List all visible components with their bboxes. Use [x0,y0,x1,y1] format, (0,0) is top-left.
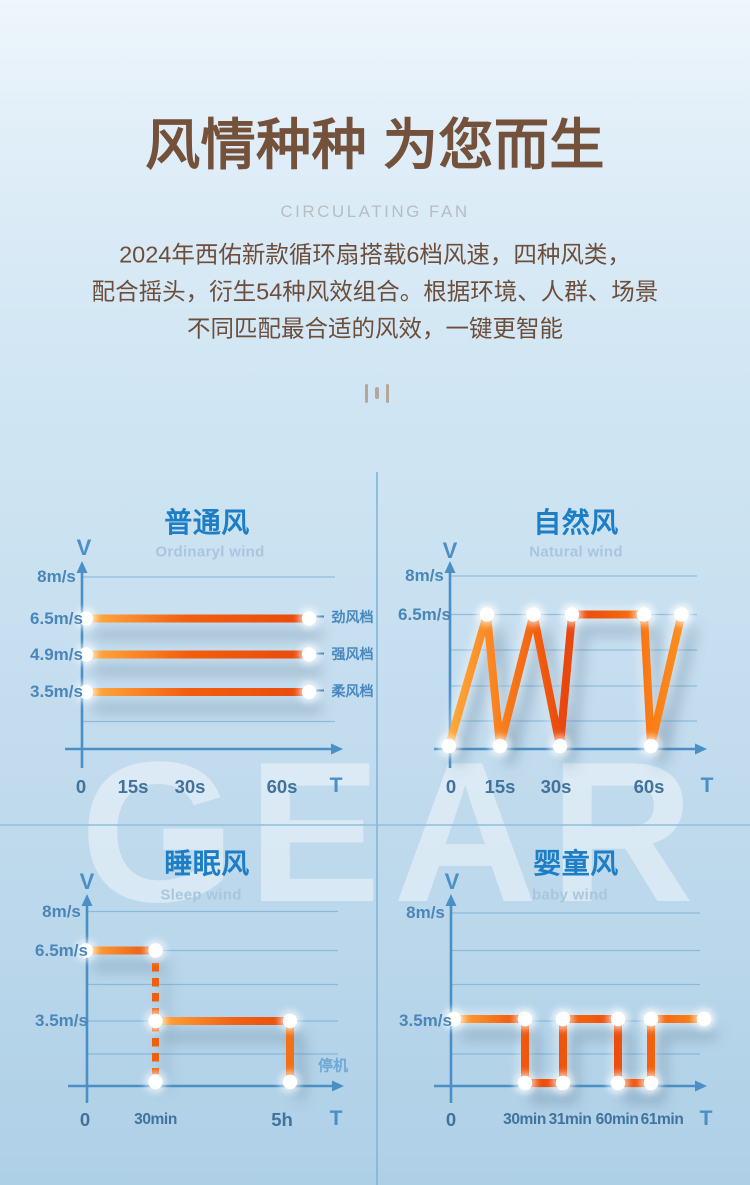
chart1-series-label-mid: 强风档 [331,645,374,662]
description-line-2: 配合摇头，衍生54种风效组合。根据环境、人群、场景 [91,278,659,305]
sleep-wind-chart-graphic [68,894,344,1103]
chart4-xtick-61min: 61min [640,1111,684,1128]
chart4-t-axis-label: T [699,1107,713,1130]
chart1-subtitle: Ordinaryl wind [155,543,265,561]
chart1-series-label-strong: 劲风档 [331,608,374,625]
description-line-3: 不同匹配最合适的风效，一键更智能 [187,315,563,342]
chart2-xtick-60s: 60s [633,776,665,797]
page-subtitle: CIRCULATING FAN [280,202,470,221]
chart3-ytick-8ms: 8m/s [42,901,81,921]
chart2-title: 自然风 [533,507,619,538]
chart3-subtitle: Sleep wind [160,886,242,904]
chart2-ytick-8ms: 8m/s [405,566,444,585]
baby-wind-chart-graphic [434,894,715,1103]
chart2-v-axis-label: V [442,538,458,563]
chart3-ytick-6-5ms: 6.5m/s [35,940,88,960]
chart1-series-label-soft: 柔风档 [331,682,374,699]
chart4-v-axis-label: V [444,869,460,894]
chart1-v-axis-label: V [76,535,92,560]
chart2-subtitle: Natural wind [529,543,623,561]
chart1-xtick-15s: 15s [117,776,149,797]
chart3-stop-label: 停机 [318,1057,349,1075]
ordinary-wind-chart-graphic [65,561,343,768]
chart4-subtitle: baby wind [531,886,609,904]
chart3-ytick-3-5ms: 3.5m/s [35,1011,88,1030]
chart1-t-axis-label: T [329,774,343,797]
natural-wind-chart-graphic [434,561,707,768]
pause-icon [365,383,389,403]
vertical-divider [376,472,378,1185]
chart2-xtick-15s: 15s [484,776,516,797]
chart4-title: 婴童风 [533,848,619,879]
page-title: 风情种种 为您而生 [145,114,605,176]
chart3-xtick-0: 0 [79,1109,91,1130]
chart1-title: 普通风 [164,507,250,538]
chart1-ytick-6-5ms: 6.5m/s [30,608,83,628]
chart3-xtick-5h: 5h [271,1109,293,1130]
chart4-ytick-3-5ms: 3.5m/s [399,1011,452,1030]
chart1-ytick-4-9ms: 4.9m/s [30,644,83,664]
chart2-xtick-30s: 30s [540,776,572,797]
horizontal-divider [0,824,750,826]
chart2-xtick-0: 0 [445,776,457,797]
chart4-ytick-8ms: 8m/s [406,903,445,922]
chart1-ytick-3-5ms: 3.5m/s [30,682,83,701]
chart2-ytick-6-5ms: 6.5m/s [398,604,451,624]
chart4-xtick-31min: 31min [548,1111,592,1128]
pause-icon-bar [385,383,389,403]
pause-icon-bar [375,386,379,400]
chart4-xtick-60min: 60min [595,1111,639,1128]
pause-icon-bar [365,383,369,403]
chart4-xtick-0: 0 [445,1109,457,1130]
chart4-xtick-30min: 30min [503,1111,546,1128]
chart1-xtick-30s: 30s [174,776,206,797]
chart1-xtick-0: 0 [75,776,87,797]
chart2-t-axis-label: T [700,774,714,797]
chart1-xtick-60s: 60s [266,776,298,797]
gear-watermark: GEAR [80,721,706,944]
chart1-ytick-8ms: 8m/s [37,567,76,586]
chart3-xtick-30min: 30min [134,1111,177,1128]
description-line-1: 2024年西佑新款循环扇搭载6档风速，四种风类， [119,241,631,268]
chart3-t-axis-label: T [329,1107,343,1130]
chart3-v-axis-label: V [79,869,95,894]
chart3-title: 睡眠风 [164,848,250,879]
